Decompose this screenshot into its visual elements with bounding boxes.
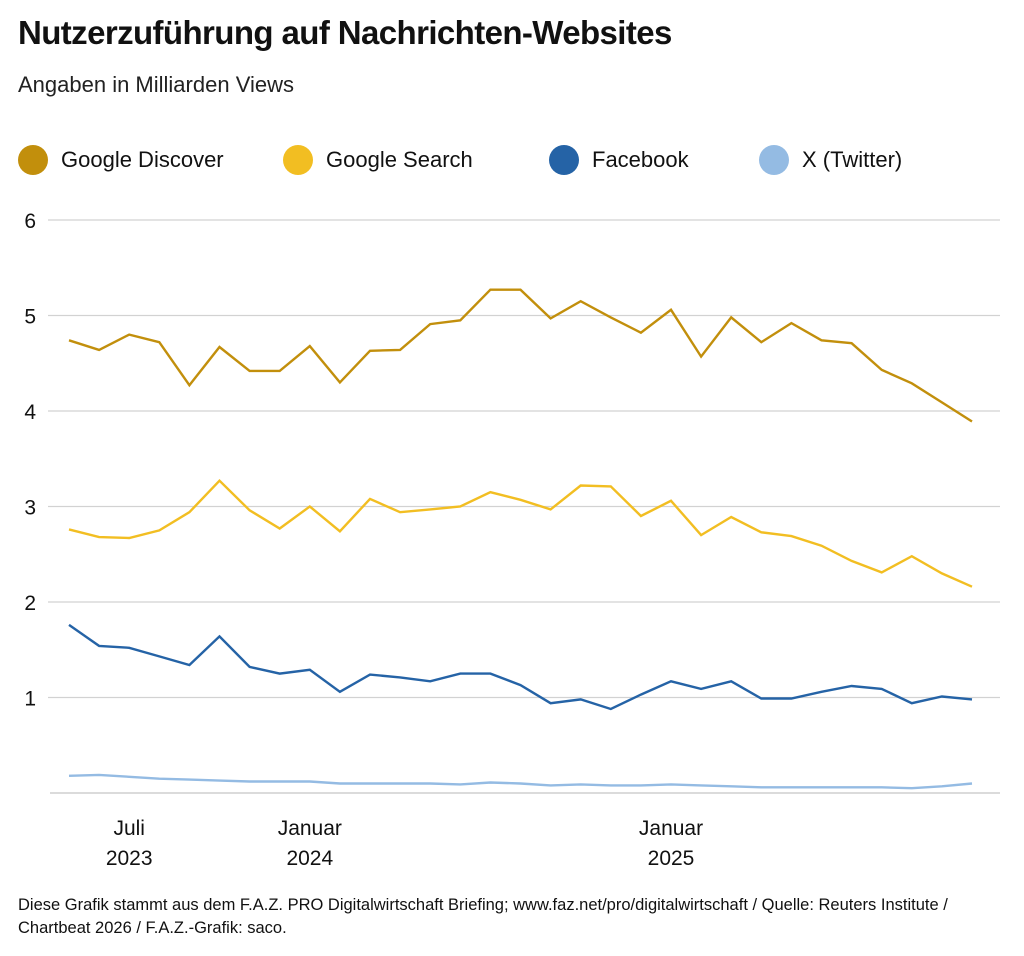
series-lines	[68, 288, 973, 790]
legend-item-x-twitter: X (Twitter)	[759, 143, 902, 177]
y-tick-label: 2	[24, 592, 36, 615]
y-tick-label: 3	[24, 497, 36, 520]
legend-item-google-search: Google Search	[283, 143, 473, 177]
source-footnote: Diese Grafik stammt aus dem F.A.Z. PRO D…	[18, 896, 948, 937]
line-x-twitter	[68, 773, 973, 790]
y-tick-label: 5	[24, 306, 36, 329]
legend-label-google-search: Google Search	[326, 147, 473, 172]
x-tick-label-year: 2023	[106, 847, 153, 870]
legend: Google Discover Google Search Facebook X…	[18, 143, 1018, 177]
y-tick-label: 6	[24, 210, 36, 233]
x-tick-label-year: 2024	[286, 847, 333, 870]
legend-marker-google-discover	[18, 145, 48, 175]
line-facebook	[68, 623, 973, 711]
series-x-twitter	[68, 773, 973, 790]
line-google-search	[68, 478, 973, 588]
x-tick-label-year: 2025	[648, 847, 695, 870]
x-axis-labels: Juli 2023 Januar 2024 Januar 2025	[106, 817, 703, 870]
y-tick-label: 1	[24, 688, 36, 711]
legend-marker-google-search	[283, 145, 313, 175]
x-tick-label-month: Januar	[639, 817, 703, 840]
line-google-discover	[68, 288, 973, 423]
chart-title: Nutzerzuführung auf Nachrichten-Websites	[18, 14, 672, 51]
series-facebook	[68, 623, 973, 711]
legend-label-facebook: Facebook	[592, 147, 689, 172]
x-tick-label-month: Juli	[113, 817, 145, 840]
legend-item-google-discover: Google Discover	[18, 143, 224, 177]
y-axis-labels: 1 2 3 4 5 6	[24, 210, 36, 711]
gridlines	[48, 219, 1000, 794]
series-google-discover	[68, 288, 973, 423]
legend-label-x-twitter: X (Twitter)	[802, 147, 903, 172]
legend-label-google-discover: Google Discover	[61, 147, 224, 172]
legend-item-facebook: Facebook	[549, 143, 689, 177]
legend-marker-x-twitter	[759, 145, 789, 175]
legend-marker-facebook	[549, 145, 579, 175]
chart-subtitle: Angaben in Milliarden Views	[18, 72, 294, 97]
series-google-search	[68, 478, 973, 588]
x-tick-label-month: Januar	[278, 817, 342, 840]
y-tick-label: 4	[24, 401, 36, 424]
line-chart: 1 2 3 4 5 6 Juli 2023 Januar 2024 Januar 2025	[24, 210, 1000, 870]
